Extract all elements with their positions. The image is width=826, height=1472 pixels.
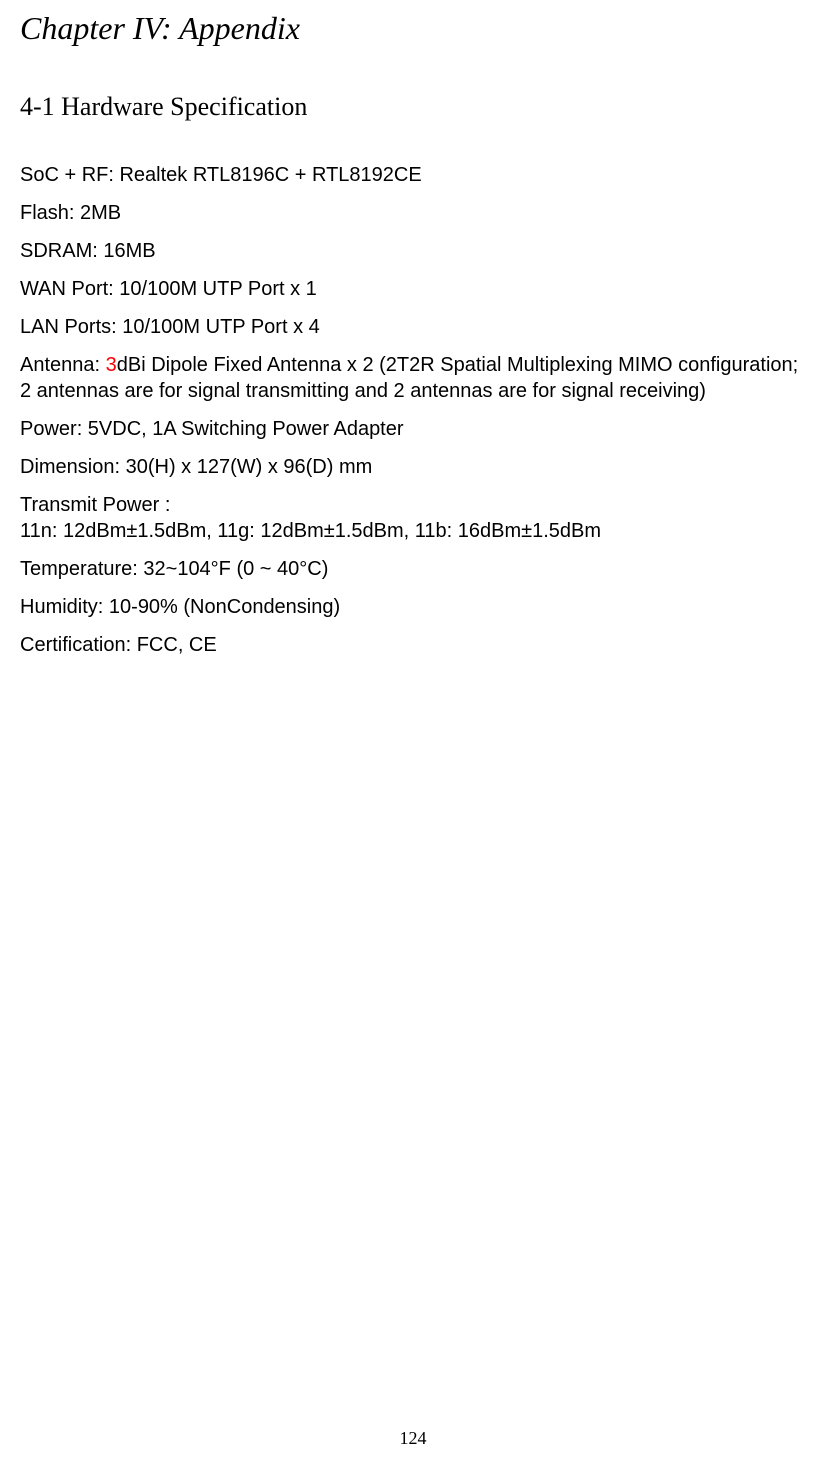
- spec-certification: Certification: FCC, CE: [20, 632, 806, 658]
- section-title: 4-1 Hardware Specification: [20, 92, 806, 122]
- spec-lan-ports: LAN Ports: 10/100M UTP Port x 4: [20, 314, 806, 340]
- spec-antenna-prefix: Antenna:: [20, 354, 106, 376]
- spec-power: Power: 5VDC, 1A Switching Power Adapter: [20, 416, 806, 442]
- chapter-title: Chapter IV: Appendix: [20, 10, 806, 47]
- spec-antenna-suffix: dBi Dipole Fixed Antenna x 2 (2T2R Spati…: [20, 354, 798, 402]
- spec-transmit-power-values: 11n: 12dBm±1.5dBm, 11g: 12dBm±1.5dBm, 11…: [20, 520, 601, 542]
- spec-flash: Flash: 2MB: [20, 200, 806, 226]
- spec-wan-port: WAN Port: 10/100M UTP Port x 1: [20, 276, 806, 302]
- page-number: 124: [0, 1428, 826, 1449]
- spec-humidity: Humidity: 10-90% (NonCondensing): [20, 594, 806, 620]
- spec-dimension: Dimension: 30(H) x 127(W) x 96(D) mm: [20, 454, 806, 480]
- spec-soc-rf: SoC + RF: Realtek RTL8196C + RTL8192CE: [20, 162, 806, 188]
- spec-sdram: SDRAM: 16MB: [20, 238, 806, 264]
- spec-temperature: Temperature: 32~104°F (0 ~ 40°C): [20, 556, 806, 582]
- spec-antenna: Antenna: 3dBi Dipole Fixed Antenna x 2 (…: [20, 352, 806, 404]
- spec-antenna-highlight: 3: [106, 354, 117, 376]
- spec-transmit-power-label: Transmit Power :: [20, 494, 170, 516]
- spec-transmit-power: Transmit Power : 11n: 12dBm±1.5dBm, 11g:…: [20, 492, 806, 544]
